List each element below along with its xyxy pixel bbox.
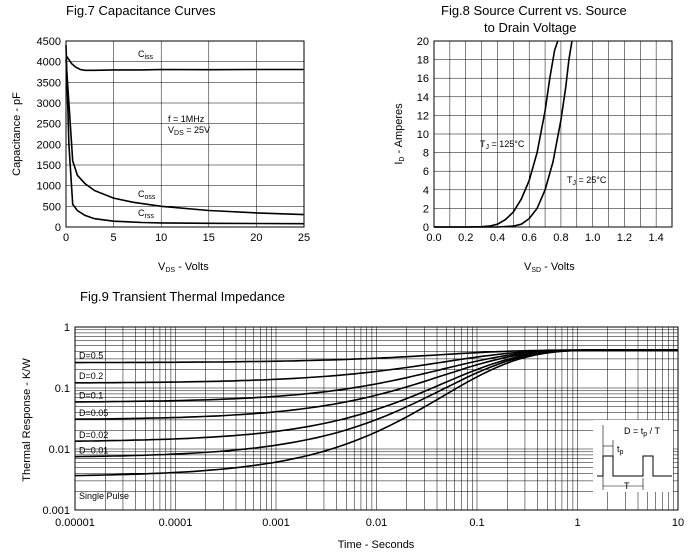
fig9-ytick-label: 0.01: [49, 444, 70, 456]
fig7-annotation-freq: f = 1MHz: [168, 114, 205, 124]
fig9-series-label: D=0.01: [79, 446, 108, 456]
fig8-xtick-label: 1.2: [617, 232, 632, 244]
fig8-ytick-label: 16: [417, 73, 429, 85]
fig9-ytick-label: 0.001: [42, 505, 70, 517]
fig9-series-label: D=0.2: [79, 371, 103, 381]
fig7-series-oss: [65, 59, 305, 216]
fig8-ytick-label: 4: [423, 185, 429, 197]
fig7-ytick-label: 1000: [37, 181, 61, 193]
fig8-xtick-label: 1.0: [585, 232, 600, 244]
fig7-xtick-label: 0: [63, 232, 69, 244]
fig7-ytick-label: 3000: [37, 98, 61, 110]
fig9-inset-period-label: T: [624, 481, 630, 491]
fig7-ytick-label: 500: [43, 201, 61, 213]
fig7-xtick-label: 5: [111, 232, 117, 244]
fig7-label-crss: Crss: [138, 208, 154, 220]
fig7-ytick-label: 1500: [37, 160, 61, 172]
fig7-xtick-label: 15: [203, 232, 215, 244]
fig9-series-label: D=0.5: [79, 351, 103, 361]
fig9-xtick-label: 0.001: [262, 517, 290, 529]
fig9-xlabel: Time - Seconds: [338, 539, 415, 551]
fig7-ytick-label: 4000: [37, 57, 61, 69]
fig9-xtick-label: 0.0001: [159, 517, 193, 529]
fig7-ylabel: Capacitance - pF: [11, 92, 23, 176]
fig7-annotation-vds: VDS = 25V: [168, 125, 210, 137]
fig8-xtick-label: 0.8: [553, 232, 568, 244]
fig8-xtick-label: 0.6: [522, 232, 537, 244]
fig7-series-rss: [65, 45, 305, 225]
fig8-source-current-chart: Fig.8 Source Current vs. Source to Drain…: [393, 3, 673, 274]
fig7-ytick-label: 3500: [37, 77, 61, 89]
fig8-ytick-label: 18: [417, 55, 429, 67]
fig7-capacitance-chart: Fig.7 Capacitance Curves 0 5 10 15 20 25 0 500 1…: [11, 3, 310, 274]
fig7-ytick-label: 4500: [37, 36, 61, 48]
fig9-series-single-pulse: [74, 349, 678, 477]
fig9-series-label: D=0.05: [79, 408, 108, 418]
fig8-ytick-label: 12: [417, 110, 429, 122]
fig8-ytick-label: 0: [423, 222, 429, 234]
fig8-ytick-label: 2: [423, 203, 429, 215]
fig8-ytick-label: 8: [423, 148, 429, 160]
fig8-label-125c: TJ = 125°C: [480, 139, 525, 151]
fig9-thermal-impedance-chart: Fig.9 Transient Thermal Impedance 0.0000…: [21, 289, 684, 551]
fig9-ytick-label: 0.1: [55, 383, 70, 395]
fig8-label-25c: TJ = 25°C: [567, 175, 607, 187]
fig9-xtick-label: 0.1: [469, 517, 484, 529]
fig7-xlabel: VDS - Volts: [158, 261, 209, 274]
fig9-xtick-label: 0.01: [366, 517, 387, 529]
fig8-ytick-label: 6: [423, 166, 429, 178]
fig8-xtick-label: 0.0: [426, 232, 441, 244]
fig7-title: Fig.7 Capacitance Curves: [66, 3, 216, 18]
fig7-xtick-label: 10: [155, 232, 167, 244]
fig9-xtick-label: 10: [672, 517, 684, 529]
fig9-duty-cycle-inset: D = tp / T tp T: [593, 420, 673, 492]
fig9-series-label: D=0.1: [79, 390, 103, 400]
fig8-xlabel: VSD - Volts: [524, 261, 575, 274]
fig9-inset-tp-label: tp: [617, 444, 624, 456]
fig7-label-ciss: Ciss: [138, 49, 154, 61]
fig7-series-iss: [65, 55, 304, 72]
fig9-xtick-label: 1: [574, 517, 580, 529]
fig7-label-coss: Coss: [138, 189, 156, 201]
fig8-ytick-label: 10: [417, 129, 429, 141]
fig8-xtick-label: 0.2: [458, 232, 473, 244]
fig9-ytick-label: 1: [64, 322, 70, 334]
fig8-series-25c: [434, 40, 573, 228]
fig8-title-line2: to Drain Voltage: [484, 20, 577, 35]
fig8-xtick-label: 0.4: [490, 232, 505, 244]
fig9-formula: D = tp / T: [624, 426, 661, 438]
fig8-ylabel: ID - Amperes: [393, 103, 406, 165]
fig8-ytick-label: 14: [417, 92, 429, 104]
fig8-title-line1: Fig.8 Source Current vs. Source: [441, 3, 627, 18]
fig9-title: Fig.9 Transient Thermal Impedance: [80, 289, 285, 304]
fig9-xtick-label: 0.00001: [55, 517, 95, 529]
fig9-series-label: D=0.02: [79, 430, 108, 440]
fig9-ylabel: Thermal Response - K/W: [21, 358, 33, 482]
fig7-xtick-label: 20: [250, 232, 262, 244]
fig9-series-label: Single Pulse: [79, 491, 129, 501]
fig7-ytick-label: 2500: [37, 119, 61, 131]
fig7-xtick-label: 25: [298, 232, 310, 244]
fig8-ytick-label: 20: [417, 36, 429, 48]
fig8-plot-frame: [433, 40, 673, 228]
fig7-ytick-label: 2000: [37, 139, 61, 151]
fig8-xtick-label: 1.4: [648, 232, 663, 244]
fig7-plot-frame: [65, 40, 305, 228]
fig7-ytick-label: 0: [55, 222, 61, 234]
